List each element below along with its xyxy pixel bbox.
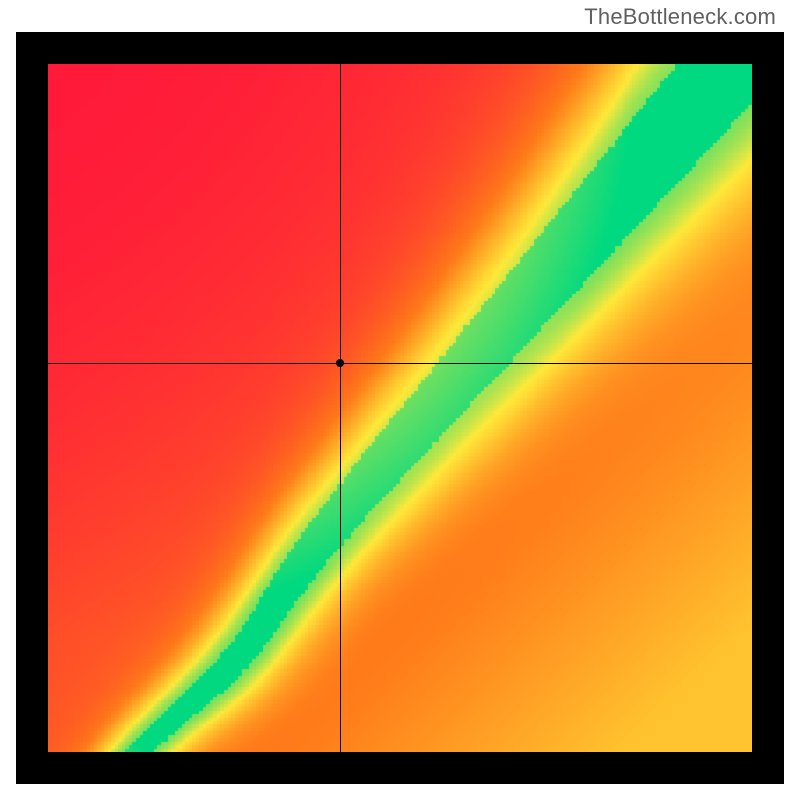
plot-area — [48, 64, 752, 752]
heatmap-canvas — [48, 64, 752, 752]
crosshair-horizontal — [48, 363, 752, 364]
attribution-text: TheBottleneck.com — [584, 4, 776, 30]
chart-container: TheBottleneck.com — [0, 0, 800, 800]
crosshair-vertical — [340, 64, 341, 752]
